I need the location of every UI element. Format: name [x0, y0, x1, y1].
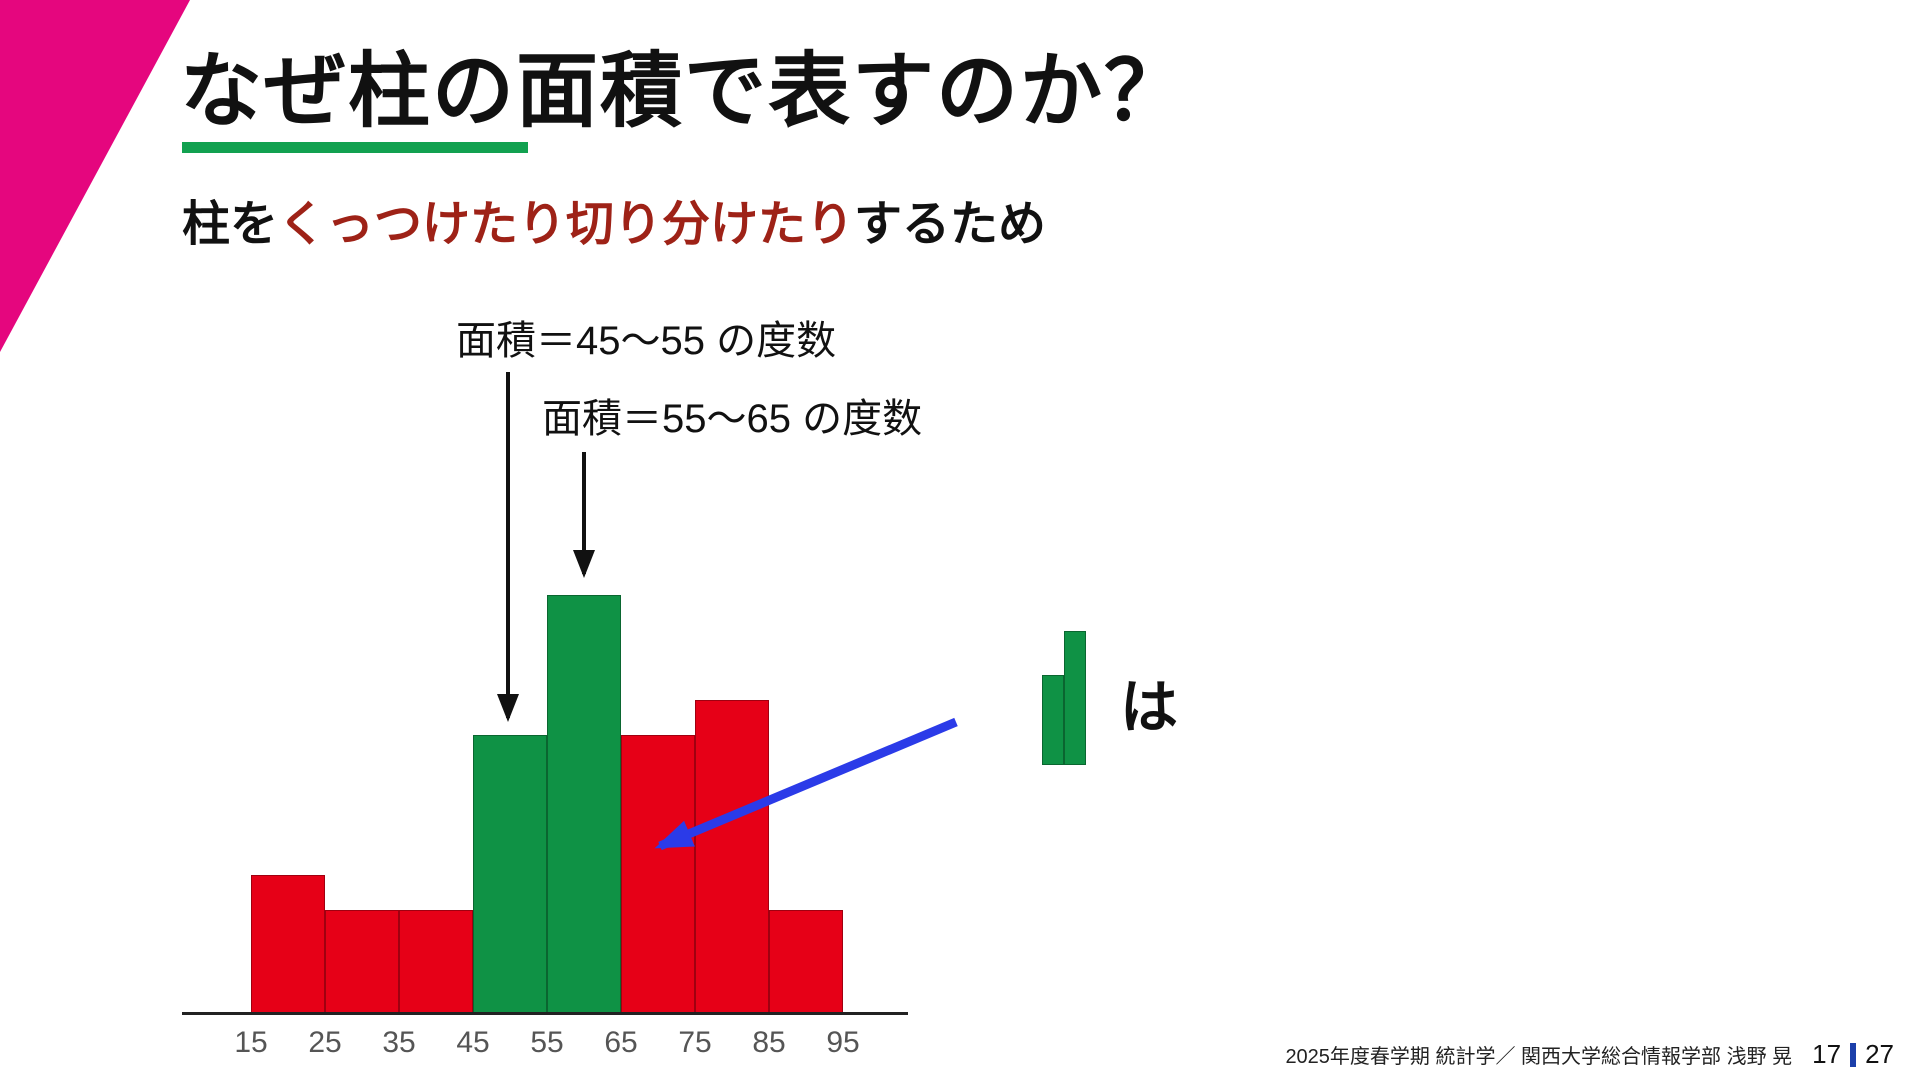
x-tick-label-55: 55 — [530, 1026, 564, 1059]
histogram-bar-65-75 — [621, 735, 695, 1015]
histogram-bar-15-25 — [251, 875, 325, 1015]
x-tick-label-65: 65 — [604, 1026, 638, 1059]
mini-bar — [1064, 631, 1086, 765]
x-tick-label-75: 75 — [678, 1026, 712, 1059]
x-tick-label-25: 25 — [308, 1026, 342, 1059]
mini-bar — [1042, 675, 1064, 765]
annotation-area-45-55: 面積＝45～55 の度数 — [456, 319, 837, 363]
x-axis-line — [182, 1012, 908, 1015]
corner-accent-triangle — [0, 0, 190, 352]
legend-particle-text: は — [1120, 675, 1179, 740]
footer: 2025年度春学期 統計学／ 関西大学総合情報学部 浅野 晃 17 27 — [1285, 1039, 1894, 1070]
histogram-bar-75-85 — [695, 700, 769, 1015]
subtitle-prefix: 柱を — [182, 198, 279, 251]
histogram-bar-55-65 — [547, 595, 621, 1015]
footer-credit: 2025年度春学期 統計学／ 関西大学総合情報学部 浅野 晃 — [1285, 1046, 1793, 1068]
subtitle-suffix: するため — [854, 198, 1047, 251]
histogram-bar-35-45 — [399, 910, 473, 1015]
x-axis-ticks: 15 25 35 45 55 65 75 85 95 — [234, 1026, 859, 1064]
annotation-area-55-65: 面積＝55～65 の度数 — [542, 397, 923, 441]
slide-title: なぜ柱の面積で表すのか？ — [180, 46, 1189, 137]
mini-histogram — [1042, 631, 1086, 765]
histogram — [251, 575, 844, 1015]
title-underline — [182, 142, 528, 153]
page-number-divider — [1850, 1042, 1857, 1067]
histogram-bar-45-55 — [473, 735, 547, 1015]
x-tick-label-95: 95 — [826, 1026, 860, 1059]
subtitle-highlight: くっつけたり切り分けたり — [278, 198, 855, 251]
x-tick-label-15: 15 — [234, 1026, 268, 1059]
histogram-bar-85-95 — [769, 910, 843, 1015]
histogram-bar-25-35 — [325, 910, 399, 1015]
x-tick-label-35: 35 — [382, 1026, 416, 1059]
page-number-total: 27 — [1865, 1039, 1894, 1069]
page-number-current: 17 — [1812, 1039, 1842, 1069]
x-tick-label-45: 45 — [456, 1026, 490, 1059]
x-tick-label-85: 85 — [752, 1026, 786, 1059]
slide-subtitle: 柱をくっつけたり切り分けたりするため — [182, 184, 1046, 254]
